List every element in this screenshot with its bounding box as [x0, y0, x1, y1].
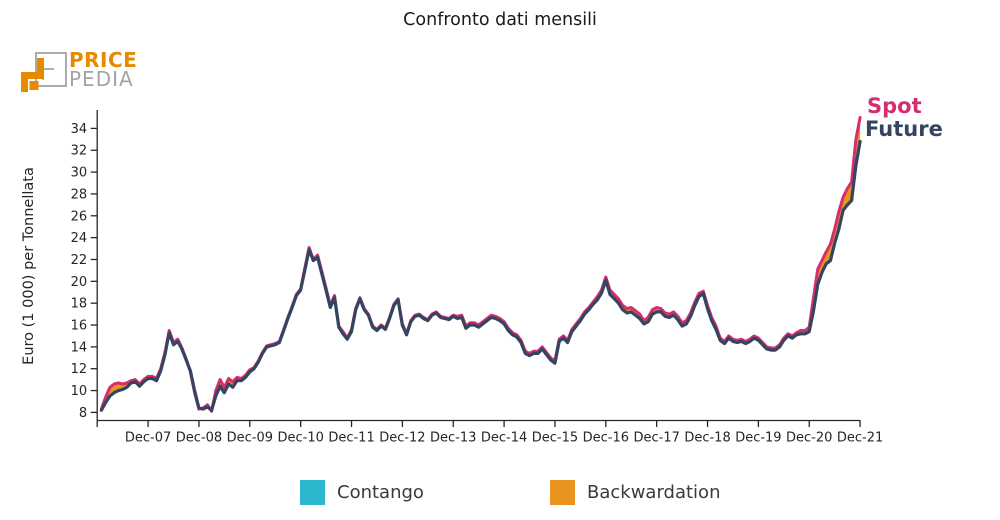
logo-pedia-text: PEDIA [69, 67, 134, 91]
svg-text:Dec-14: Dec-14 [481, 431, 527, 446]
svg-text:14: 14 [71, 340, 88, 355]
svg-text:Dec-07: Dec-07 [125, 431, 171, 446]
svg-text:Dec-09: Dec-09 [227, 431, 273, 446]
svg-text:Dec-16: Dec-16 [583, 431, 629, 446]
future-series-label: Future [865, 117, 943, 141]
svg-text:Dec-18: Dec-18 [684, 431, 730, 446]
svg-text:34: 34 [71, 122, 88, 137]
backwardation-label: Backwardation [587, 481, 721, 503]
svg-text:28: 28 [71, 187, 88, 202]
svg-text:10: 10 [71, 384, 88, 399]
svg-text:Dec-15: Dec-15 [532, 431, 578, 446]
pricepedia-logo-text: PRICE PEDIA [69, 48, 138, 91]
svg-text:26: 26 [71, 209, 88, 224]
pricepedia-logo-mark [21, 52, 67, 92]
legend-item-backwardation: Backwardation [550, 479, 720, 505]
chart-legend: Contango Backwardation [0, 477, 1000, 509]
svg-text:8: 8 [79, 406, 87, 421]
svg-text:20: 20 [71, 275, 88, 290]
svg-text:Dec-13: Dec-13 [430, 431, 476, 446]
svg-text:Dec-20: Dec-20 [786, 431, 832, 446]
svg-text:Dec-21: Dec-21 [837, 431, 883, 446]
svg-text:Dec-19: Dec-19 [735, 431, 781, 446]
svg-text:16: 16 [71, 319, 88, 334]
svg-text:12: 12 [71, 362, 88, 377]
svg-text:30: 30 [71, 166, 88, 181]
svg-text:Dec-12: Dec-12 [379, 431, 425, 446]
svg-text:22: 22 [71, 253, 88, 268]
svg-text:Dec-10: Dec-10 [277, 431, 323, 446]
logo-price-text: PRICE [69, 48, 138, 72]
contango-swatch [300, 479, 325, 505]
pricepedia-logo: PRICE PEDIA [18, 45, 188, 100]
svg-text:Euro (1 000) per Tonnellata: Euro (1 000) per Tonnellata [21, 167, 37, 365]
svg-text:24: 24 [71, 231, 88, 246]
legend-item-contango: Contango [300, 479, 424, 505]
spot-series-label: Spot [867, 94, 922, 118]
chart-title: Confronto dati mensili [403, 10, 597, 30]
svg-text:Dec-11: Dec-11 [328, 431, 374, 446]
svg-text:Dec-08: Dec-08 [176, 431, 222, 446]
contango-label: Contango [337, 481, 424, 503]
svg-text:32: 32 [71, 144, 88, 159]
svg-text:Dec-17: Dec-17 [633, 431, 679, 446]
svg-text:18: 18 [71, 297, 88, 312]
backwardation-swatch [550, 479, 575, 505]
